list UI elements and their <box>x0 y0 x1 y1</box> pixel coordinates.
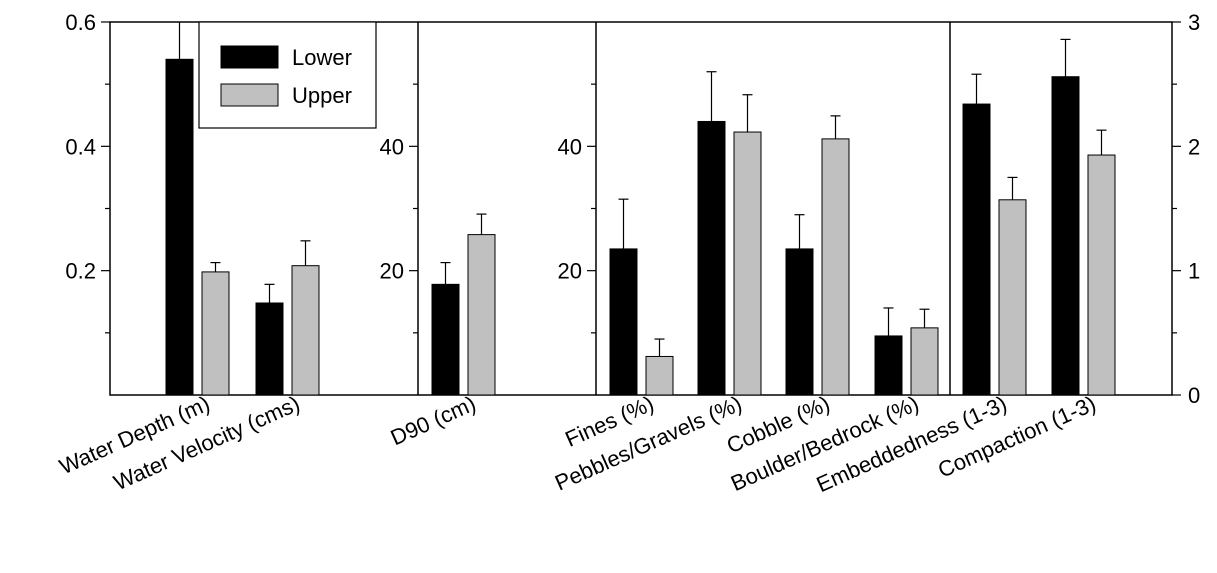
bar-lower-water-depth-m <box>165 58 194 396</box>
bar-upper-d90-cm <box>467 234 496 396</box>
bar-upper-embeddedness-1-3 <box>998 199 1027 396</box>
tick-label-substrate: 40 <box>558 134 582 159</box>
legend-swatch-lower <box>220 45 279 69</box>
bar-upper-pebbles-gravels <box>733 131 762 396</box>
tick-label-embed-compaction: 2 <box>1188 134 1200 159</box>
legend: Lower Upper <box>198 21 377 129</box>
tick-label-embed-compaction: 3 <box>1188 10 1200 35</box>
tick-label-depth-velocity: 0.2 <box>65 259 96 284</box>
legend-label-lower: Lower <box>292 45 352 70</box>
category-label-compaction-1-3: Compaction (1-3) <box>934 391 1099 483</box>
bar-upper-water-depth-m <box>201 271 230 396</box>
bar-lower-boulder-bedrock <box>874 335 903 396</box>
bar-upper-compaction-1-3 <box>1087 154 1116 396</box>
legend-swatch-upper <box>220 83 279 107</box>
tick-label-d90: 40 <box>380 134 404 159</box>
bar-lower-compaction-1-3 <box>1051 76 1080 396</box>
bar-lower-embeddedness-1-3 <box>962 103 991 396</box>
tick-label-d90: 20 <box>380 259 404 284</box>
bar-upper-boulder-bedrock <box>910 327 939 396</box>
ticks-layer <box>101 21 1181 396</box>
bar-upper-water-velocity-cms <box>291 265 320 396</box>
tick-label-depth-velocity: 0.4 <box>65 134 96 159</box>
tick-label-embed-compaction: 1 <box>1188 259 1200 284</box>
bar-upper-cobble <box>821 138 850 396</box>
tick-label-depth-velocity: 0.6 <box>65 10 96 35</box>
bar-lower-cobble <box>785 248 814 396</box>
legend-label-upper: Upper <box>292 83 352 108</box>
bar-lower-fines <box>609 248 638 396</box>
tick-label-embed-compaction: 0 <box>1188 383 1200 408</box>
bar-lower-water-velocity-cms <box>255 302 284 396</box>
tick-label-substrate: 20 <box>558 259 582 284</box>
legend-box <box>198 21 377 129</box>
category-label-d90-cm: D90 (cm) <box>387 391 480 451</box>
bar-upper-fines <box>645 355 674 396</box>
bar-lower-pebbles-gravels <box>697 120 726 396</box>
bar-lower-d90-cm <box>431 283 460 396</box>
bars-layer <box>165 22 1116 396</box>
